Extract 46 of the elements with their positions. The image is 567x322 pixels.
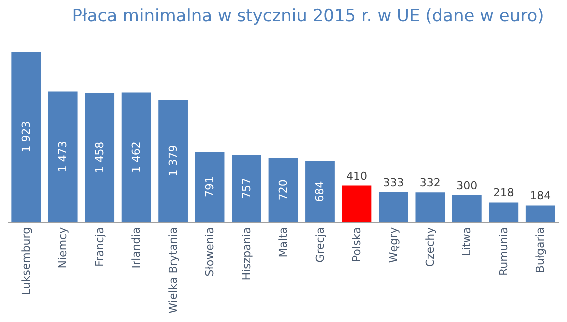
data-label: 410 xyxy=(346,170,368,183)
x-tick-label: Wielka Brytania xyxy=(166,227,180,314)
x-tick-label: Malta xyxy=(277,227,290,258)
data-label: 720 xyxy=(277,180,290,201)
data-label: 1 923 xyxy=(20,121,33,153)
bar xyxy=(452,195,482,222)
x-tick-label: Niemcy xyxy=(56,226,70,269)
data-label: 684 xyxy=(314,181,327,202)
bar xyxy=(12,52,42,222)
bar xyxy=(268,158,298,222)
data-label: 1 462 xyxy=(130,142,144,174)
x-tick-label: Rumunia xyxy=(497,227,510,276)
data-label: 333 xyxy=(383,176,404,190)
x-tick-label: Bułgaria xyxy=(534,227,548,274)
x-tick-label: Francja xyxy=(93,227,106,268)
x-tick-label: Węgry xyxy=(387,226,400,264)
bar xyxy=(379,192,408,222)
bar xyxy=(489,202,519,222)
data-label: 1 473 xyxy=(56,141,70,173)
bar xyxy=(158,100,188,222)
bar xyxy=(122,92,152,222)
x-tick-label: Irlandia xyxy=(130,227,144,269)
x-tick-label: Grecja xyxy=(314,227,327,263)
data-label: 791 xyxy=(204,176,217,198)
bar xyxy=(195,152,225,222)
x-tick-label: Słowenia xyxy=(204,227,217,277)
bar xyxy=(416,192,446,222)
bar xyxy=(85,93,115,222)
data-label: 184 xyxy=(530,190,552,203)
bar xyxy=(342,186,372,222)
bar xyxy=(48,92,78,222)
bar xyxy=(232,155,262,222)
data-label: 332 xyxy=(420,176,441,190)
data-label: 218 xyxy=(493,186,514,200)
x-tick-label: Polska xyxy=(350,227,364,262)
data-label: 1 458 xyxy=(93,142,106,174)
data-label: 300 xyxy=(456,179,478,192)
x-tick-label: Czechy xyxy=(424,226,438,268)
data-label: 1 379 xyxy=(166,145,180,177)
x-tick-label: Litwa xyxy=(460,227,474,257)
data-label: 757 xyxy=(240,178,254,200)
bar xyxy=(526,206,556,222)
x-tick-label: Hiszpania xyxy=(240,227,254,281)
bar xyxy=(306,162,335,222)
chart-title: Płaca minimalna w styczniu 2015 r. w UE (dane w euro) xyxy=(72,6,544,27)
x-tick-label: Luksemburg xyxy=(20,227,33,296)
